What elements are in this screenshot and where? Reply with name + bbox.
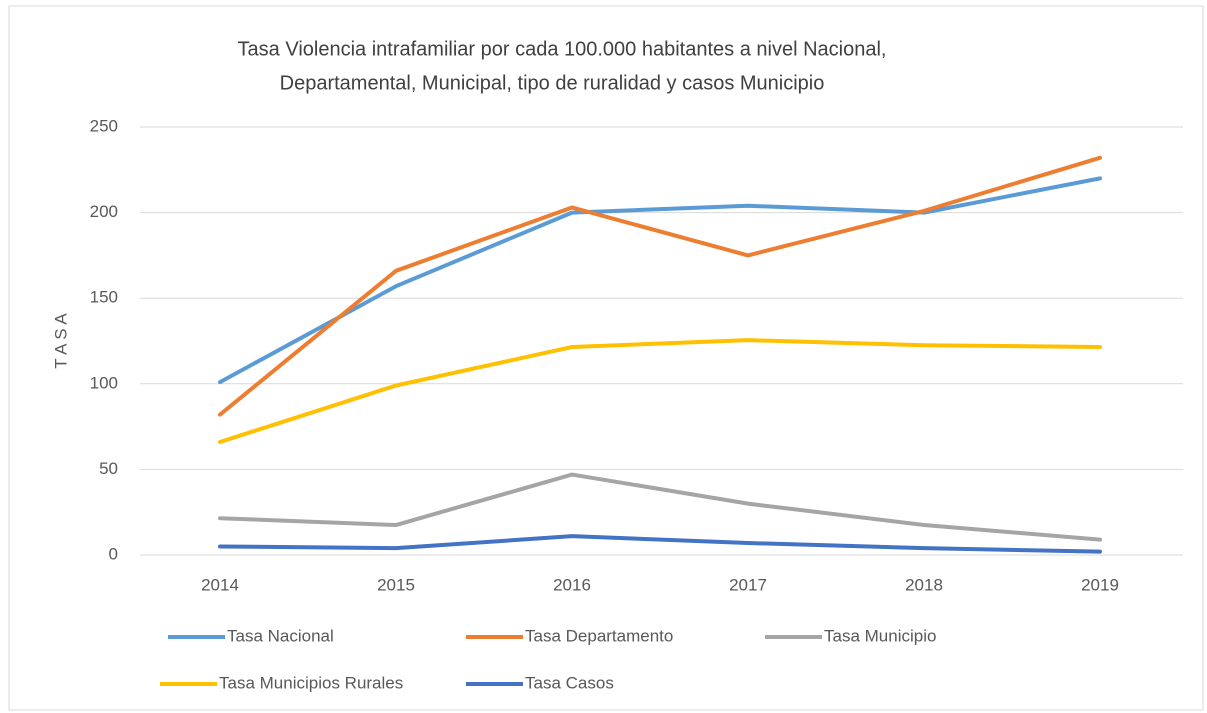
y-tick-label: 0	[109, 544, 118, 563]
y-tick-label: 100	[90, 373, 118, 392]
y-axis-label: T A S A	[51, 313, 70, 369]
y-tick-label: 200	[90, 202, 118, 221]
x-tick-label: 2018	[905, 575, 943, 594]
chart-frame	[8, 5, 1204, 711]
chart-title: Departamental, Municipal, tipo de rurali…	[280, 72, 825, 94]
series-line	[218, 472, 1102, 542]
y-tick-label: 50	[99, 459, 118, 478]
x-tick-label: 2017	[729, 575, 767, 594]
y-tick-label: 250	[90, 116, 118, 135]
x-tick-label: 2015	[377, 575, 415, 594]
series-line	[218, 176, 1102, 385]
x-tick-label: 2019	[1081, 575, 1119, 594]
chart-title: Tasa Violencia intrafamiliar por cada 10…	[238, 38, 887, 60]
x-tick-label: 2014	[201, 575, 239, 594]
y-tick-label: 150	[90, 288, 118, 307]
series-line	[218, 534, 1102, 554]
legend-label: Tasa Departamento	[525, 626, 673, 645]
legend-label: Tasa Nacional	[227, 626, 334, 645]
series-line	[218, 338, 1102, 445]
legend-label: Tasa Casos	[525, 673, 614, 692]
x-tick-label: 2016	[553, 575, 591, 594]
series-line	[218, 155, 1102, 417]
legend-label: Tasa Municipio	[824, 626, 936, 645]
legend-label: Tasa Municipios Rurales	[219, 673, 403, 692]
